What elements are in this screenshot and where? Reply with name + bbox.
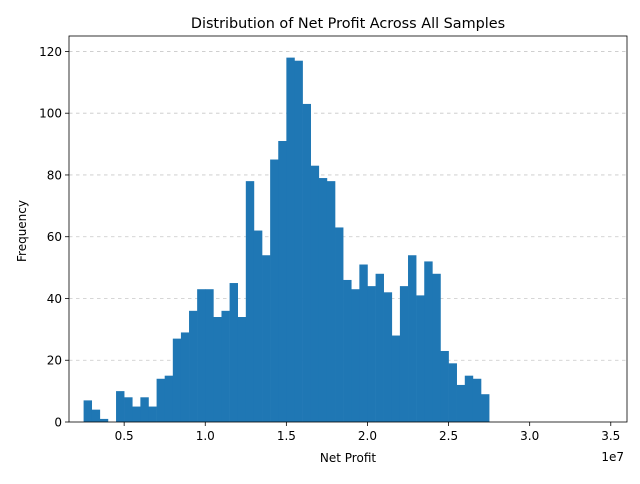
histogram-bar	[180, 332, 190, 422]
histogram-bar	[359, 264, 368, 422]
histogram-bar	[140, 397, 149, 422]
histogram-bar	[172, 338, 182, 422]
histogram-bar	[367, 286, 376, 422]
histogram-bar	[440, 350, 449, 422]
x-tick-label: 3.0	[520, 429, 539, 443]
histogram-bar	[197, 289, 206, 422]
y-tick-label: 80	[47, 168, 62, 182]
x-tick-label: 1.0	[196, 429, 215, 443]
histogram-bar	[294, 60, 303, 422]
histogram-bar	[456, 384, 466, 422]
histogram-bar	[432, 273, 441, 422]
x-tick-label: 0.5	[115, 429, 134, 443]
y-tick-label: 40	[47, 292, 62, 306]
chart-title: Distribution of Net Profit Across All Sa…	[191, 16, 505, 32]
histogram-bar	[164, 375, 174, 422]
histogram-bar	[464, 375, 474, 422]
histogram-bar	[262, 255, 271, 422]
histogram-bar	[245, 181, 255, 422]
histogram-bar	[229, 283, 238, 422]
y-tick-label: 20	[47, 354, 62, 368]
histogram-bar	[189, 310, 198, 422]
histogram-bar	[481, 394, 490, 422]
histogram-bar	[124, 397, 133, 422]
histogram-bar	[416, 295, 425, 422]
histogram-bar	[253, 230, 263, 422]
x-tick-label: 2.5	[439, 429, 458, 443]
histogram-bar	[424, 261, 433, 422]
histogram-bar	[116, 391, 125, 422]
x-axis-label: Net Profit	[320, 451, 376, 465]
y-tick-label: 60	[47, 230, 62, 244]
y-tick-label: 120	[39, 45, 62, 59]
bars-layer	[83, 57, 490, 423]
plot-frame	[68, 35, 628, 423]
x-tick-label: 1.5	[277, 429, 296, 443]
histogram-bar	[156, 378, 166, 422]
histogram-bar	[375, 273, 384, 422]
x-tick-label: 2.0	[358, 429, 377, 443]
x-tick-label: 3.5	[601, 429, 620, 443]
histogram-bar	[408, 255, 417, 422]
histogram-bar	[99, 418, 109, 422]
histogram-bar	[391, 335, 401, 422]
histogram-bar	[310, 165, 320, 423]
histogram-bar	[286, 57, 295, 423]
histogram-bar	[335, 227, 344, 422]
histogram-bar	[205, 289, 214, 422]
histogram-bar	[399, 286, 409, 422]
histogram-bar	[83, 400, 93, 422]
histogram-bar	[221, 310, 230, 422]
y-axis-label: Frequency	[15, 200, 29, 262]
axes-layer: 0.5 1.0 1.5 2.0 2.5 3.0 3.5 0 20 40 60 80 100 120	[39, 35, 628, 443]
histogram-bar	[302, 103, 311, 422]
histogram-bar	[383, 292, 393, 422]
histogram-bar	[270, 159, 279, 422]
histogram-bar	[213, 317, 222, 422]
x-axis-offset-label: 1e7	[601, 450, 624, 464]
histogram-bar	[472, 378, 482, 422]
histogram-bar	[351, 289, 360, 422]
histogram-bar	[91, 409, 101, 422]
histogram-bar	[237, 317, 247, 422]
histogram-bar	[278, 140, 287, 422]
histogram-bar	[132, 406, 141, 422]
grid-layer	[69, 51, 627, 361]
histogram-bar	[326, 181, 336, 422]
y-tick-label: 0	[54, 416, 62, 430]
histogram-bar	[318, 178, 328, 422]
histogram-bar	[448, 363, 457, 422]
histogram-bar	[148, 406, 157, 422]
y-tick-label: 100	[39, 107, 62, 121]
histogram-bar	[343, 279, 352, 422]
